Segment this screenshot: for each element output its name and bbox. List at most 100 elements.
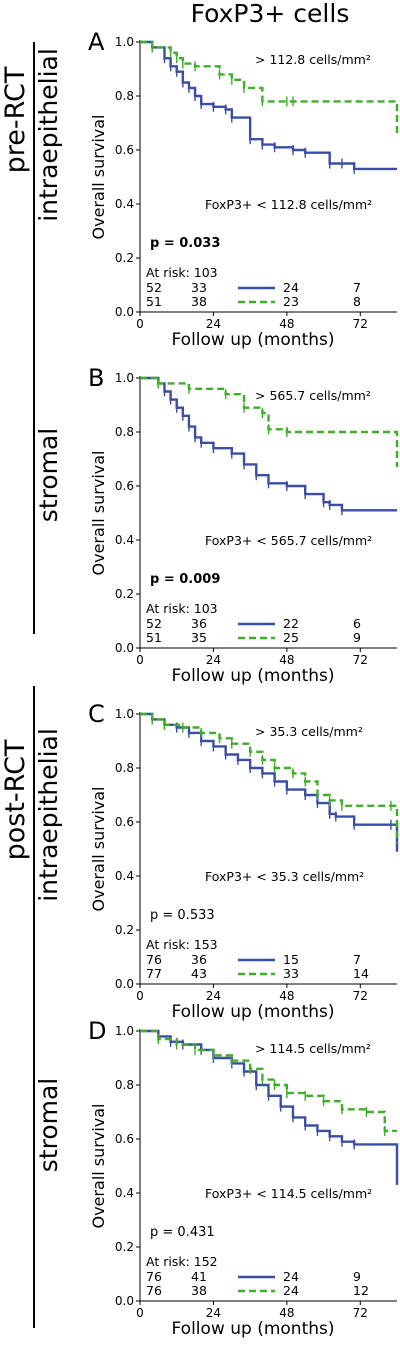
- low-label-d: FoxP3+ < 114.5 cells/mm²: [205, 1186, 372, 1201]
- high-label-b: > 565.7 cells/mm²: [255, 388, 371, 403]
- group-label-post-rct: post-RCT: [0, 739, 31, 860]
- y-tick-label-a-3: 0.6: [115, 143, 134, 157]
- at-risk-high-c-0: 77: [146, 966, 162, 981]
- at-risk-header-a: At risk: 103: [146, 265, 218, 280]
- at-risk-header-b: At risk: 103: [146, 601, 218, 616]
- at-risk-high-b-0: 51: [146, 630, 162, 645]
- at-risk-high-c-1: 43: [191, 966, 207, 981]
- low-label-c: FoxP3+ < 35.3 cells/mm²: [205, 869, 364, 884]
- at-risk-low-b-0: 52: [146, 616, 162, 631]
- at-risk-low-a-3: 7: [353, 280, 361, 295]
- survival-curve-low-c: [140, 712, 399, 852]
- compartment-label-b: stromal: [34, 428, 63, 522]
- y-tick-label-d-4: 0.8: [115, 1078, 134, 1092]
- y-tick-label-b-0: 0.0: [115, 641, 134, 655]
- y-tick-label-b-2: 0.4: [115, 533, 134, 547]
- compartment-label-d: stromal: [34, 1078, 63, 1172]
- at-risk-low-a-0: 52: [146, 280, 162, 295]
- at-risk-low-c-0: 76: [146, 952, 162, 967]
- y-tick-label-c-4: 0.8: [115, 761, 134, 775]
- y-tick-label-d-0: 0.0: [115, 1294, 134, 1308]
- at-risk-high-b-1: 35: [191, 630, 207, 645]
- y-tick-label-c-2: 0.4: [115, 869, 134, 883]
- y-tick-label-b-5: 1.0: [115, 371, 134, 385]
- panel-letter-c: C: [88, 700, 105, 728]
- survival-curve-high-d: [140, 1029, 397, 1133]
- at-risk-high-d-3: 12: [353, 1283, 369, 1298]
- x-tick-label-a-2: 48: [279, 317, 294, 331]
- x-tick-label-c-0: 0: [136, 989, 144, 1003]
- x-tick-label-c-2: 48: [279, 989, 294, 1003]
- at-risk-low-b-3: 6: [353, 616, 361, 631]
- panel-letter-d: D: [88, 1017, 106, 1045]
- x-axis-title-b: Follow up (months): [172, 666, 335, 686]
- at-risk-low-a-2: 24: [283, 280, 299, 295]
- y-axis-title-c: Overall survival: [89, 787, 108, 912]
- y-tick-label-b-1: 0.2: [115, 587, 134, 601]
- at-risk-header-d: At risk: 152: [146, 1254, 218, 1269]
- at-risk-low-d-0: 76: [146, 1269, 162, 1284]
- y-tick-label-b-4: 0.8: [115, 425, 134, 439]
- y-tick-label-d-3: 0.6: [115, 1132, 134, 1146]
- y-tick-label-c-1: 0.2: [115, 923, 134, 937]
- panel-letter-a: A: [88, 28, 105, 56]
- y-axis-title-d: Overall survival: [89, 1104, 108, 1229]
- at-risk-high-c-3: 14: [353, 966, 369, 981]
- at-risk-high-a-1: 38: [191, 294, 207, 309]
- x-tick-label-d-0: 0: [136, 1306, 144, 1320]
- y-tick-label-a-1: 0.2: [115, 251, 134, 265]
- y-tick-label-a-0: 0.0: [115, 305, 134, 319]
- at-risk-low-a-1: 33: [191, 280, 207, 295]
- y-tick-label-a-5: 1.0: [115, 35, 134, 49]
- x-tick-label-c-1: 24: [206, 989, 221, 1003]
- at-risk-low-d-2: 24: [283, 1269, 299, 1284]
- low-label-b: FoxP3+ < 565.7 cells/mm²: [205, 533, 372, 548]
- at-risk-high-b-2: 25: [283, 630, 299, 645]
- y-tick-label-d-5: 1.0: [115, 1024, 134, 1038]
- group-label-pre-rct: pre-RCT: [0, 66, 31, 173]
- x-axis-title-d: Follow up (months): [172, 1319, 335, 1339]
- y-tick-label-c-3: 0.6: [115, 815, 134, 829]
- x-tick-label-b-0: 0: [136, 653, 144, 667]
- x-tick-label-a-0: 0: [136, 317, 144, 331]
- x-axis-title-a: Follow up (months): [172, 330, 335, 350]
- x-tick-label-b-3: 72: [353, 653, 368, 667]
- compartment-label-c: intraepithelial: [34, 728, 63, 902]
- x-tick-label-d-1: 24: [206, 1306, 221, 1320]
- y-tick-label-c-5: 1.0: [115, 707, 134, 721]
- at-risk-high-c-2: 33: [283, 966, 299, 981]
- low-label-a: FoxP3+ < 112.8 cells/mm²: [205, 197, 372, 212]
- p-value-c: p = 0.533: [150, 908, 215, 923]
- at-risk-header-c: At risk: 153: [146, 937, 218, 952]
- high-label-a: > 112.8 cells/mm²: [255, 52, 371, 67]
- survival-curve-low-b: [140, 376, 397, 512]
- high-label-d: > 114.5 cells/mm²: [255, 1041, 371, 1056]
- at-risk-high-d-0: 76: [146, 1283, 162, 1298]
- figure-title: FoxP3+ cells: [191, 0, 350, 28]
- x-tick-label-d-3: 72: [353, 1306, 368, 1320]
- at-risk-high-a-0: 51: [146, 294, 162, 309]
- at-risk-low-c-2: 15: [283, 952, 299, 967]
- p-value-a: p = 0.033: [150, 236, 220, 251]
- at-risk-high-a-3: 8: [353, 294, 361, 309]
- x-axis-title-c: Follow up (months): [172, 1002, 335, 1022]
- y-axis-title-b: Overall survival: [89, 451, 108, 576]
- at-risk-high-d-2: 24: [283, 1283, 299, 1298]
- x-tick-label-b-1: 24: [206, 653, 221, 667]
- at-risk-high-a-2: 23: [283, 294, 299, 309]
- y-tick-label-a-2: 0.4: [115, 197, 134, 211]
- y-axis-title-a: Overall survival: [89, 115, 108, 240]
- at-risk-low-b-2: 22: [283, 616, 299, 631]
- x-tick-label-a-3: 72: [353, 317, 368, 331]
- y-tick-label-a-4: 0.8: [115, 89, 134, 103]
- p-value-d: p = 0.431: [150, 1225, 215, 1240]
- compartment-label-a: intraepithelial: [34, 48, 63, 222]
- y-tick-label-b-3: 0.6: [115, 479, 134, 493]
- at-risk-low-b-1: 36: [191, 616, 207, 631]
- at-risk-low-d-3: 9: [353, 1269, 361, 1284]
